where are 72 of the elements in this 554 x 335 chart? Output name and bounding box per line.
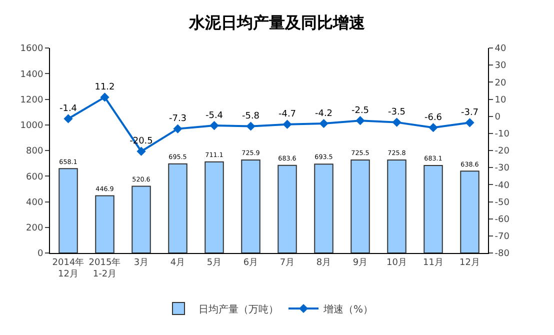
y2-tick-label: -10: [494, 130, 510, 140]
data-label: -7.3: [168, 114, 187, 124]
y2-tick-label: -80: [494, 249, 510, 260]
y-tick-label: 1600: [20, 44, 44, 54]
data-label: -2.5: [351, 106, 370, 116]
x-tick-label: 10月: [386, 258, 407, 268]
x-tick-label: 3月: [134, 258, 149, 268]
point: [100, 92, 110, 102]
x-tick-label: 11月: [423, 258, 444, 268]
bar: [350, 160, 370, 253]
point: [282, 120, 292, 129]
data-label: -6.6: [424, 112, 442, 123]
y-tick-label: 1000: [20, 121, 44, 132]
bar: [460, 170, 480, 253]
bar: [132, 186, 151, 253]
y2-tick-label: -20: [494, 146, 510, 157]
x-tick-label: 4月: [170, 258, 186, 268]
y2-tick-label: 10: [494, 95, 507, 106]
x-tick-label: 6月: [243, 258, 258, 268]
x-tick-label: 2015年 1-2月: [88, 256, 121, 280]
data-label: -5.8: [242, 112, 260, 122]
x-tick-label: 8月: [316, 258, 332, 268]
data-label: -4.2: [314, 108, 333, 119]
point: [173, 124, 182, 134]
data-label: -3.5: [388, 108, 406, 118]
y2-tick-label: 20: [494, 78, 507, 88]
y2-tick-label: 30: [494, 61, 507, 72]
point: [356, 116, 365, 126]
point: [136, 146, 146, 156]
data-label: -4.7: [278, 110, 296, 120]
y-tick-label: 1400: [20, 70, 44, 80]
y2-tick-label: -40: [494, 180, 510, 191]
bar: [168, 163, 188, 253]
bar: [204, 161, 224, 253]
data-label: 11.2: [94, 82, 115, 93]
data-label: -5.4: [205, 110, 224, 121]
y-tick-label: 800: [26, 146, 44, 157]
point: [319, 118, 328, 128]
x-tick-label: 2014年 12月: [52, 256, 84, 280]
y2-tick-label: -70: [494, 232, 510, 242]
point: [246, 122, 256, 131]
y-tick-label: 0: [37, 249, 44, 260]
x-tick-label: 9月: [352, 258, 368, 268]
bar: [278, 164, 297, 253]
y-tick-label: 1200: [20, 95, 44, 106]
bar: [424, 164, 443, 253]
point: [465, 118, 474, 128]
legend-label: 日均产量（万吨）: [198, 303, 278, 316]
x-tick-label: 12月: [460, 258, 480, 268]
bar: [95, 195, 114, 253]
data-label: -1.4: [59, 104, 78, 114]
y2-tick-label: -30: [494, 164, 510, 174]
x-tick-label: 7月: [280, 258, 295, 268]
point: [64, 114, 73, 124]
x-tick-label: 5月: [206, 258, 222, 268]
y2-tick-label: -60: [494, 214, 510, 225]
point: [210, 121, 219, 130]
bar: [314, 164, 334, 253]
y2-tick-label: 40: [494, 44, 507, 54]
legend-label: 增速（%）: [322, 303, 374, 316]
bar: [387, 160, 406, 253]
y2-tick-label: 0: [494, 112, 501, 122]
y-tick-label: 600: [26, 172, 44, 182]
bar: [58, 168, 78, 253]
point: [428, 123, 438, 132]
y2-tick-label: -50: [494, 198, 510, 208]
bar: [241, 159, 260, 253]
y-tick-label: 200: [26, 224, 44, 234]
chart-title: 水泥日均产量及同比增速: [188, 12, 366, 32]
y-tick-label: 400: [26, 198, 44, 208]
data-label: -3.7: [460, 108, 479, 118]
point: [392, 118, 402, 127]
